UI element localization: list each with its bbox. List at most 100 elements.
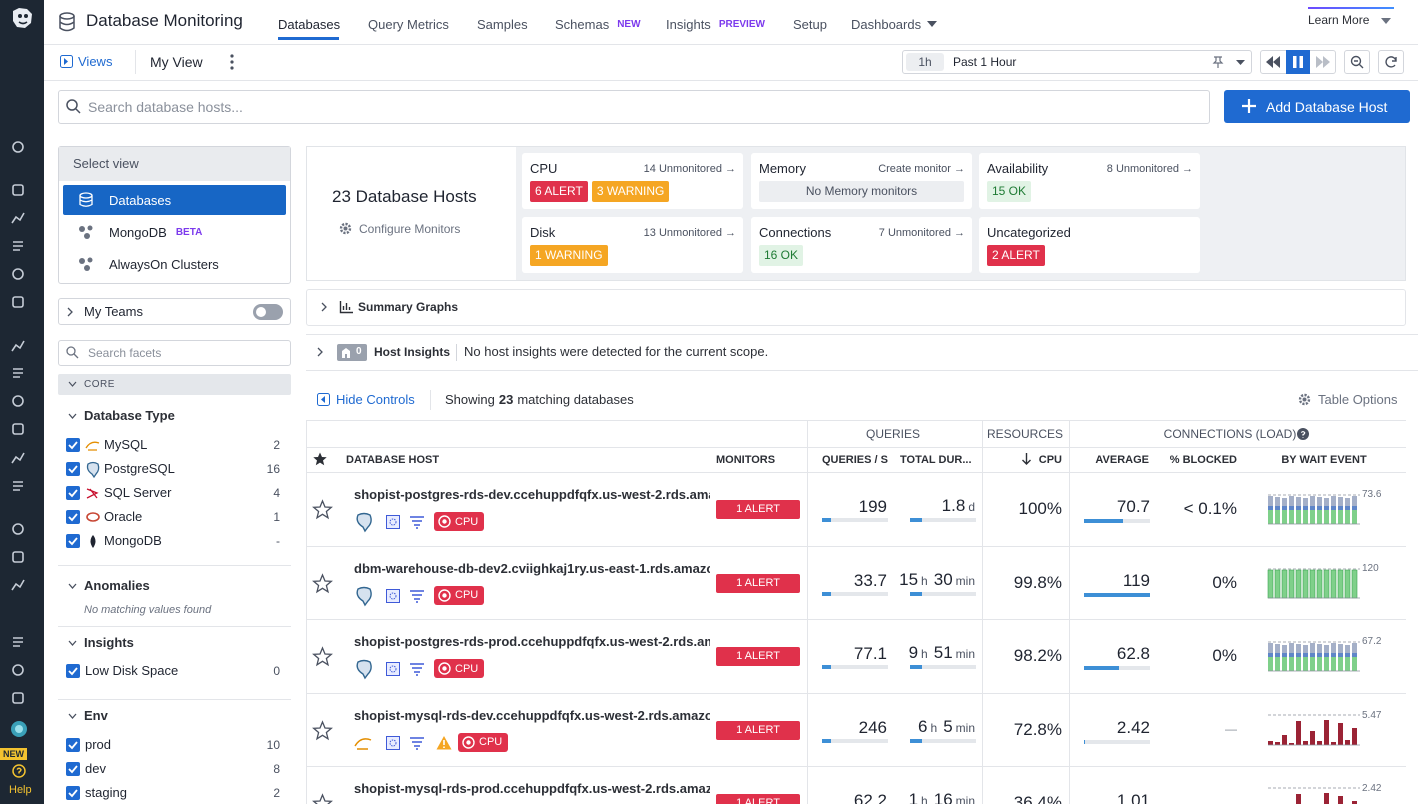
facet-search[interactable] [58,340,291,366]
facet-chevron[interactable] [68,640,77,646]
row-star[interactable] [312,719,333,740]
rewind-button[interactable] [1266,56,1280,68]
hide-controls[interactable]: Hide Controls [336,392,415,407]
nav-icon[interactable] [11,239,25,253]
table-options[interactable]: Table Options [1318,392,1398,407]
forward-button[interactable] [1316,56,1330,68]
facet-title[interactable]: Anomalies [84,578,150,593]
column-header[interactable]: QUERIES / S [821,453,888,466]
facet-checkbox[interactable] [66,486,80,500]
nav-icon[interactable] [11,578,25,592]
nav-tab[interactable]: Databases [278,15,340,33]
row-star[interactable] [312,499,333,520]
facet-checkbox[interactable] [66,462,80,476]
my-teams-row[interactable] [58,298,291,325]
cpu-monitor-badge[interactable]: CPU [434,659,485,678]
nav-help-icon[interactable] [12,764,26,778]
facet-item-label[interactable]: Low Disk Space [85,663,179,678]
nav-tab[interactable]: Schemas NEW [555,15,641,33]
host-name[interactable]: shopist-postgres-rds-dev.ccehuppdfqfx.us… [354,487,710,502]
column-header[interactable]: TOTAL DUR... [900,453,972,466]
nav-icon[interactable] [11,522,25,536]
nav-icon-active[interactable] [10,720,28,738]
nav-icon[interactable] [11,451,25,465]
host-name[interactable]: shopist-postgres-rds-prod.ccehuppdfqfx.u… [354,634,710,649]
facet-title[interactable]: Env [84,708,108,723]
time-picker[interactable] [902,50,1252,74]
view-item-selected[interactable] [63,185,286,215]
cpu-monitor-badge[interactable]: CPU [434,585,485,605]
nav-icon[interactable] [11,635,25,649]
column-header[interactable]: MONITORS [716,453,776,466]
summary-graphs-row[interactable] [306,289,1406,326]
nav-icon[interactable] [11,691,25,705]
card-link[interactable]: Create monitor → [878,162,965,175]
host-name[interactable]: shopist-mysql-rds-prod.ccehuppdfqfx.us-w… [354,781,710,796]
monitor-alert[interactable] [716,720,800,740]
nav-icon[interactable] [11,479,25,493]
nav-tab[interactable]: Samples [477,15,528,33]
facet-item-label[interactable]: dev [85,761,106,776]
learn-more[interactable]: Learn More [1308,12,1370,27]
nav-tab[interactable]: Query Metrics [368,15,449,33]
monitor-alert-label[interactable]: 1 ALERT [736,723,780,736]
nav-help-label[interactable]: Help [9,783,32,796]
facet-checkbox[interactable] [66,762,80,776]
nav-icon[interactable] [11,422,25,436]
host-insights-row[interactable] [306,334,1418,371]
pause-button[interactable] [1286,50,1310,74]
host-name[interactable]: shopist-mysql-rds-dev.ccehuppdfqfx.us-we… [354,707,710,723]
nav-icon[interactable] [11,663,25,677]
nav-icon[interactable] [11,550,25,564]
facet-checkbox[interactable] [66,664,80,678]
hide-controls-icon[interactable] [317,393,330,406]
card-link[interactable]: 13 Unmonitored → [643,226,736,239]
view-menu[interactable] [229,54,235,70]
facet-checkbox[interactable] [66,510,80,524]
monitor-alert-label[interactable]: 1 ALERT [736,576,780,589]
column-header[interactable]: AVERAGE [1095,453,1149,466]
monitor-alert[interactable] [716,647,800,666]
facet-item-label[interactable]: MySQL [104,437,148,452]
nav-icon[interactable] [11,140,25,154]
nav-icon[interactable] [11,339,25,353]
nav-tab[interactable]: Insights PREVIEW [666,15,765,33]
facet-item-label[interactable]: MongoDB [104,533,162,548]
nav-icon[interactable] [11,267,25,281]
facet-chevron[interactable] [68,713,77,719]
nav-icon[interactable] [11,211,25,225]
facet-chevron[interactable] [68,413,77,419]
facet-checkbox[interactable] [66,534,80,548]
cpu-monitor-badge[interactable]: CPU [458,732,509,752]
facet-checkbox[interactable] [66,738,80,752]
facet-chevron[interactable] [68,583,77,589]
card-link[interactable]: 7 Unmonitored → [878,226,965,239]
column-header[interactable]: DATABASE HOST [346,453,440,466]
column-header[interactable]: % BLOCKED [1169,453,1237,466]
column-header[interactable]: CPU [1038,453,1062,466]
row-star[interactable] [312,646,333,667]
view-item[interactable]: MongoDB BETA [109,223,202,241]
monitor-alert-label[interactable]: 1 ALERT [736,797,780,804]
facet-item-label[interactable]: staging [85,785,127,800]
monitor-alert-label[interactable]: 1 ALERT [736,650,780,662]
pin-icon[interactable] [1212,56,1224,68]
facet-item-label[interactable]: PostgreSQL [104,461,175,476]
host-search[interactable] [58,90,1210,124]
monitor-alert-label[interactable]: 1 ALERT [736,503,780,515]
nav-tab[interactable]: Setup [793,15,827,33]
facet-item-label[interactable]: Oracle [104,509,143,524]
cpu-monitor-badge[interactable]: CPU [434,512,485,531]
nav-icon[interactable] [11,366,25,380]
view-item[interactable]: Databases [109,191,171,209]
views-button[interactable]: Views [78,54,113,69]
views-icon[interactable] [60,55,73,68]
nav-tab[interactable]: Dashboards [851,15,921,33]
monitor-alert[interactable] [716,500,800,519]
card-link[interactable]: 14 Unmonitored → [643,162,736,175]
facet-checkbox[interactable] [66,438,80,452]
monitor-alert[interactable] [716,573,800,593]
row-star[interactable] [312,793,333,804]
facet-item-label[interactable]: prod [85,737,112,752]
facet-checkbox[interactable] [66,786,80,800]
